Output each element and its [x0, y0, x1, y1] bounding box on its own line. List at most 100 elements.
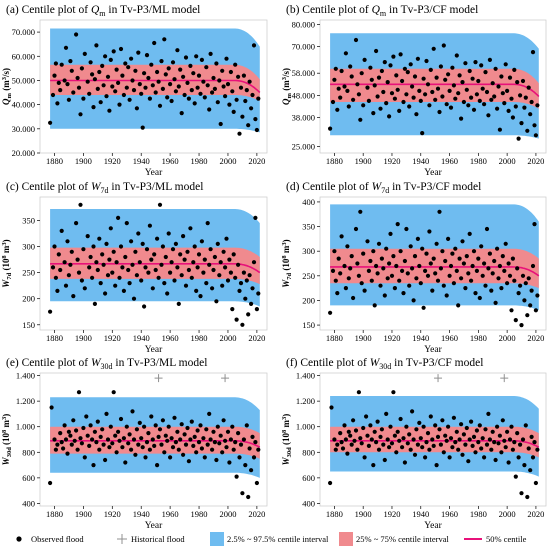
observed-point	[351, 418, 356, 423]
observed-point	[505, 88, 510, 93]
observed-point	[153, 423, 158, 428]
observed-point	[195, 265, 200, 270]
observed-point	[108, 57, 113, 63]
observed-point	[499, 450, 504, 455]
observed-point	[414, 276, 419, 281]
observed-point	[529, 288, 534, 293]
observed-point	[85, 433, 90, 438]
observed-point	[525, 313, 530, 318]
observed-point	[182, 257, 187, 262]
observed-point	[59, 228, 64, 233]
observed-point	[473, 60, 478, 65]
observed-point	[129, 239, 134, 244]
observed-point	[247, 79, 252, 84]
observed-point	[142, 424, 147, 429]
observed-point	[129, 56, 134, 61]
y-tick-label: 250	[22, 268, 35, 278]
observed-point	[94, 43, 99, 48]
observed-point	[382, 457, 387, 463]
observed-point	[68, 262, 73, 267]
observed-point	[79, 278, 84, 283]
observed-point	[215, 100, 220, 105]
observed-point	[75, 447, 80, 452]
observed-point	[523, 423, 528, 428]
observed-point	[140, 445, 145, 450]
observed-point	[217, 273, 222, 278]
observed-point	[453, 440, 458, 445]
x-tick-label: 1940	[412, 509, 429, 519]
observed-point	[210, 90, 215, 95]
observed-point	[74, 221, 79, 226]
observed-point	[405, 441, 410, 446]
x-tick-label: 2000	[499, 509, 516, 519]
observed-point	[87, 91, 92, 96]
legend-observed-label: Observed flood	[31, 534, 84, 544]
observed-point	[176, 301, 181, 306]
observed-point	[420, 246, 425, 251]
y-axis-label: W30d (108 m3)	[281, 414, 293, 466]
observed-point	[486, 113, 491, 118]
observed-point	[113, 89, 118, 94]
observed-point	[433, 271, 438, 276]
x-tick-label: 1880	[46, 156, 63, 166]
panel-title: (b) Centile plot of Qm in Tv-P3/CF model	[286, 4, 478, 18]
observed-point	[437, 109, 442, 115]
observed-point	[469, 95, 474, 100]
observed-point	[412, 254, 418, 259]
observed-point	[186, 96, 191, 101]
observed-point	[234, 474, 239, 479]
observed-point	[374, 263, 379, 269]
observed-point	[225, 429, 231, 434]
observed-point	[332, 437, 337, 442]
observed-point	[110, 270, 115, 275]
observed-point	[435, 278, 441, 283]
observed-point	[243, 463, 248, 468]
observed-point	[435, 434, 441, 439]
observed-point	[376, 241, 382, 246]
observed-point	[349, 442, 354, 447]
observed-point	[90, 275, 95, 280]
observed-point	[118, 416, 124, 422]
y-tick-label: 150	[22, 320, 35, 330]
observed-point	[79, 66, 84, 71]
observed-point	[65, 239, 70, 244]
observed-point	[440, 249, 445, 254]
observed-point	[205, 221, 210, 226]
observed-point	[477, 295, 482, 301]
observed-point	[65, 82, 70, 87]
observed-point	[121, 436, 126, 441]
observed-point	[529, 99, 534, 105]
observed-point	[153, 267, 158, 273]
observed-point	[522, 298, 527, 303]
observed-point	[66, 429, 71, 434]
observed-point	[379, 68, 384, 74]
observed-point	[230, 424, 235, 429]
observed-point	[63, 437, 69, 442]
observed-point	[136, 442, 141, 447]
panel-title: (f) Centile plot of W30d in Tv-P3/CF mod…	[286, 357, 483, 371]
observed-point	[233, 62, 238, 67]
observed-point	[105, 437, 111, 442]
y-tick-label: 1.200	[16, 396, 35, 406]
observed-point	[408, 244, 413, 249]
observed-point	[85, 234, 90, 239]
x-tick-label: 2020	[248, 509, 265, 519]
observed-point	[453, 96, 458, 101]
observed-point	[224, 56, 229, 61]
observed-point	[523, 95, 528, 100]
observed-point	[153, 90, 158, 95]
observed-point	[345, 451, 350, 456]
observed-point	[71, 294, 76, 299]
observed-point	[94, 260, 99, 265]
x-tick-label: 1880	[326, 333, 343, 343]
observed-point	[434, 75, 439, 80]
observed-point	[333, 66, 338, 71]
observed-point	[500, 418, 505, 423]
observed-point	[512, 440, 517, 445]
observed-point	[330, 99, 336, 105]
legend-observed-marker	[16, 536, 22, 542]
observed-point	[59, 62, 64, 67]
observed-point	[522, 463, 527, 468]
observed-point	[446, 72, 451, 77]
observed-point	[58, 88, 63, 93]
